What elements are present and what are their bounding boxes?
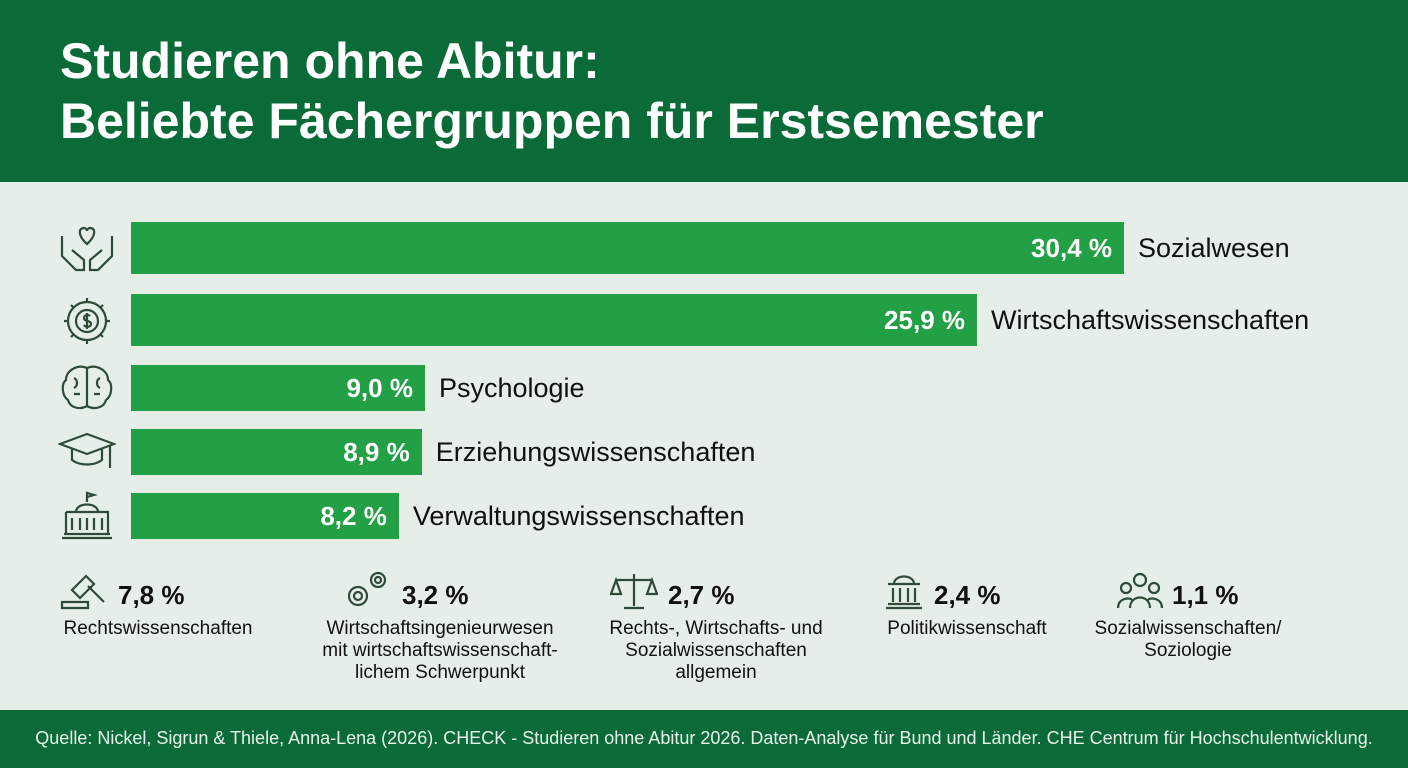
category-label: Erziehungswissenschaften — [435, 437, 756, 467]
bar — [131, 294, 977, 346]
source: Quelle: Nickel, Sigrun & Thiele, Anna-Le… — [35, 728, 1373, 748]
icon-people — [1116, 572, 1164, 609]
category-label: Psychologie — [438, 373, 585, 403]
stat-label: Rechtswissenschaften — [63, 618, 253, 639]
stat-value: 1,1 % — [1172, 580, 1239, 610]
title-line: Studieren ohne Abitur: — [60, 33, 600, 89]
value-label: 30,4 % — [1031, 233, 1112, 263]
category-label: Wirtschaftswissenschaften — [991, 305, 1310, 335]
icon-building — [62, 491, 112, 540]
bar — [131, 429, 422, 475]
stat-value: 2,7 % — [668, 580, 735, 610]
bar — [131, 365, 425, 411]
category-label: Verwaltungswissenschaften — [412, 501, 745, 531]
icon-gear — [64, 298, 110, 344]
bar — [131, 493, 399, 539]
stat-value: 3,2 % — [402, 580, 469, 610]
title-line: Beliebte Fächergruppen für Erstsemester — [60, 93, 1044, 149]
value-label: 9,0 % — [346, 373, 413, 403]
bar — [131, 222, 1124, 274]
value-label: 8,9 % — [343, 437, 410, 467]
icon-cap — [58, 432, 116, 468]
stat-label: Sozialwissenschaften/ Soziologie — [1094, 618, 1282, 661]
icon-hands — [60, 226, 114, 272]
value-label: 25,9 % — [884, 305, 965, 335]
footer — [0, 710, 1408, 768]
icon-gears — [347, 571, 387, 607]
icon-brain — [61, 365, 113, 410]
stat-label: Wirtschaftsingenieurwesen mit wirtschaft… — [322, 618, 558, 683]
header — [0, 0, 1408, 182]
stat-label: Politikwissenschaft — [887, 618, 1047, 639]
icon-scale — [610, 574, 658, 610]
stat-value: 7,8 % — [118, 580, 185, 610]
stat-value: 2,4 % — [934, 580, 1001, 610]
value-label: 8,2 % — [320, 501, 387, 531]
category-label: Sozialwesen — [1138, 233, 1290, 263]
icon-gavel — [60, 574, 105, 610]
icon-parliament — [886, 575, 922, 610]
stat-label: Rechts-, Wirtschafts- und Sozialwissensc… — [609, 618, 823, 683]
